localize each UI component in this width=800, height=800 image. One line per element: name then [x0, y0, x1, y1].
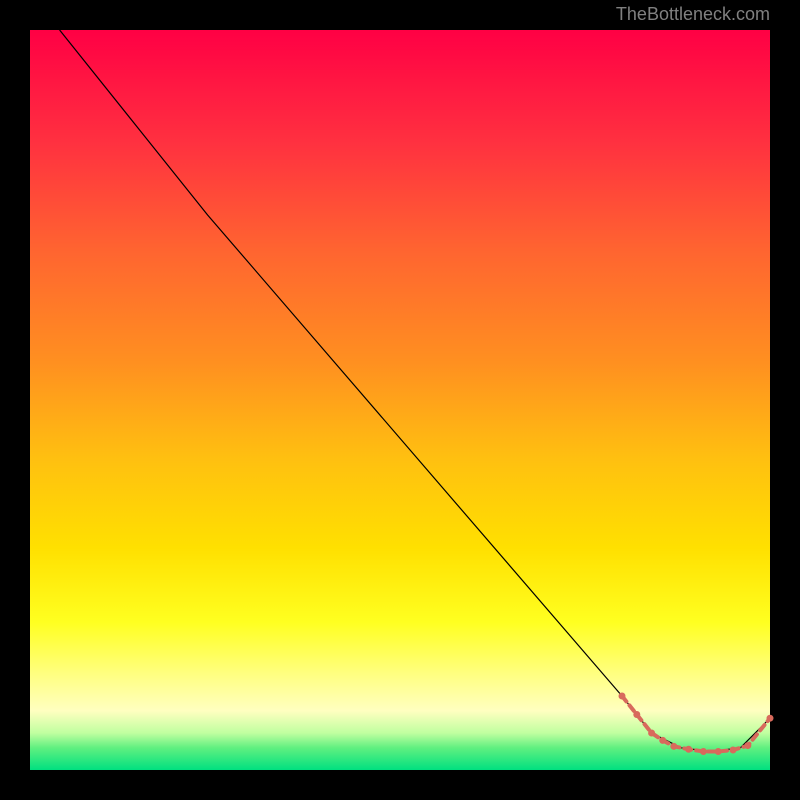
- marker-point: [700, 748, 707, 755]
- marker-point: [633, 711, 640, 718]
- marker-point: [730, 747, 737, 754]
- marker-point: [670, 743, 677, 750]
- marker-point: [659, 737, 666, 744]
- marker-point: [619, 693, 626, 700]
- chart-canvas: TheBottleneck.com: [0, 0, 800, 800]
- marker-point: [744, 742, 751, 749]
- marker-point: [685, 746, 692, 753]
- marker-point: [648, 730, 655, 737]
- marker-point: [715, 748, 722, 755]
- plot-background: [30, 30, 770, 770]
- marker-point: [767, 715, 774, 722]
- chart-svg: [0, 0, 800, 800]
- watermark-text: TheBottleneck.com: [616, 4, 770, 25]
